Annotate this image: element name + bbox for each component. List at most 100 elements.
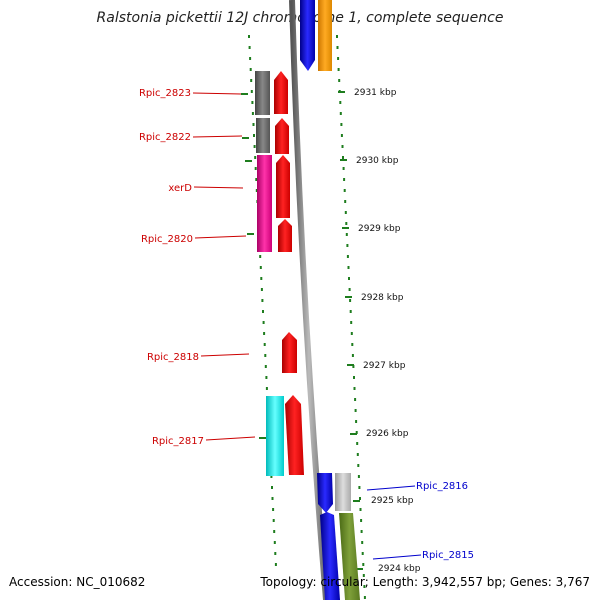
tick-label: 2931 kbp bbox=[354, 88, 397, 98]
track-dot bbox=[249, 57, 252, 60]
tick-mark bbox=[350, 433, 357, 435]
track-dot bbox=[348, 288, 351, 291]
track-dot bbox=[274, 552, 277, 555]
gene-label-rpic-2818[interactable]: Rpic_2818 bbox=[147, 352, 199, 363]
accession-text: Accession: NC_010682 bbox=[9, 575, 146, 589]
track-dot bbox=[342, 156, 344, 159]
track-dot bbox=[255, 178, 258, 181]
track-dot bbox=[248, 46, 251, 49]
track-dot bbox=[348, 277, 350, 280]
rpic-2822-grey-block[interactable] bbox=[256, 118, 270, 153]
track-dot bbox=[274, 563, 277, 566]
track-dot bbox=[359, 508, 362, 511]
track-dot bbox=[264, 354, 267, 357]
track-dot bbox=[357, 475, 360, 478]
rpic-2820-red-arrow[interactable] bbox=[278, 219, 292, 252]
track-dot bbox=[340, 134, 343, 137]
gene-label-rpic-2815[interactable]: Rpic_2815 bbox=[422, 550, 474, 561]
track-dot bbox=[352, 365, 355, 368]
rpic-2823-red-arrow[interactable] bbox=[274, 71, 288, 114]
rpic-2816-blue-arrow[interactable] bbox=[317, 473, 333, 513]
track-dot bbox=[254, 156, 257, 159]
gene-label-rpic-2816[interactable]: Rpic_2816 bbox=[416, 481, 468, 492]
leader-line bbox=[192, 92, 242, 95]
track-dot bbox=[254, 167, 257, 170]
leader-line bbox=[193, 186, 244, 189]
track-dot bbox=[262, 321, 265, 324]
gene-label-xerd[interactable]: xerD bbox=[168, 183, 192, 194]
track-dot bbox=[337, 57, 340, 60]
track-dot bbox=[259, 266, 262, 269]
track-dot bbox=[255, 189, 258, 192]
track-dot bbox=[361, 541, 364, 544]
track-dot bbox=[251, 112, 254, 115]
xerd-red-arrow[interactable] bbox=[276, 155, 290, 218]
tick-mark bbox=[347, 364, 354, 366]
rpic-2816-grey-block[interactable] bbox=[335, 473, 351, 511]
track-dot bbox=[362, 563, 365, 566]
tick-mark bbox=[342, 227, 349, 229]
track-dot bbox=[349, 299, 352, 302]
track-dot bbox=[358, 486, 361, 489]
track-dot bbox=[263, 343, 266, 346]
track-dot bbox=[353, 376, 355, 379]
track-dot bbox=[347, 266, 350, 269]
magenta-block[interactable] bbox=[257, 155, 272, 252]
tick-mark bbox=[338, 91, 345, 93]
tick-mark bbox=[247, 233, 254, 235]
track-dot bbox=[343, 189, 346, 192]
gene-label-rpic-2820[interactable]: Rpic_2820 bbox=[141, 234, 193, 245]
track-dot bbox=[270, 475, 273, 478]
track-dot bbox=[260, 277, 263, 280]
track-dot bbox=[337, 68, 340, 71]
track-dot bbox=[272, 519, 275, 522]
track-dot bbox=[251, 101, 254, 104]
tick-label: 2928 kbp bbox=[361, 293, 404, 303]
cyan-block[interactable] bbox=[266, 396, 284, 476]
track-dot bbox=[360, 530, 363, 533]
track-dot bbox=[336, 46, 339, 49]
rpic-2823-grey-block[interactable] bbox=[255, 71, 270, 115]
track-dot bbox=[341, 145, 344, 148]
gene-label-rpic-2823[interactable]: Rpic_2823 bbox=[139, 88, 191, 99]
tick-label: 2924 kbp bbox=[378, 564, 421, 574]
leader-line bbox=[200, 353, 250, 357]
track-dot bbox=[356, 453, 359, 456]
track-dot bbox=[355, 431, 358, 434]
track-dot bbox=[350, 321, 353, 324]
tick-mark bbox=[345, 296, 352, 298]
track-dot bbox=[351, 354, 354, 357]
top-orange-gene[interactable] bbox=[318, 0, 332, 71]
leader-line bbox=[192, 135, 243, 138]
track-dot bbox=[252, 123, 255, 126]
track-dot bbox=[357, 464, 360, 467]
rpic-2822-red-arrow[interactable] bbox=[275, 118, 289, 154]
track-dot bbox=[353, 387, 356, 390]
track-dot bbox=[265, 376, 268, 379]
tick-mark bbox=[356, 568, 363, 570]
tick-mark bbox=[245, 160, 252, 162]
track-dot bbox=[259, 255, 262, 258]
track-dot bbox=[339, 112, 342, 115]
rpic-2817-red-arrow[interactable] bbox=[285, 395, 304, 475]
rpic-2815-olive-block[interactable] bbox=[339, 513, 360, 600]
track-dot bbox=[265, 387, 268, 390]
track-dot bbox=[339, 101, 342, 104]
gene-label-rpic-2822[interactable]: Rpic_2822 bbox=[139, 132, 191, 143]
track-dot bbox=[354, 398, 357, 401]
tick-label: 2927 kbp bbox=[363, 361, 406, 371]
tick-label: 2929 kbp bbox=[358, 224, 401, 234]
rpic-2815-blue-block[interactable] bbox=[320, 512, 340, 600]
leader-line bbox=[194, 235, 247, 239]
gene-label-rpic-2817[interactable]: Rpic_2817 bbox=[152, 436, 204, 447]
top-blue-gene[interactable] bbox=[300, 0, 315, 71]
rpic-2818-red-arrow[interactable] bbox=[282, 332, 297, 373]
tick-label: 2930 kbp bbox=[356, 156, 399, 166]
track-dot bbox=[361, 552, 364, 555]
track-dot bbox=[338, 79, 341, 82]
tick-marks bbox=[241, 91, 363, 570]
track-dot bbox=[349, 310, 352, 313]
track-dot bbox=[271, 486, 273, 489]
tick-label: 2925 kbp bbox=[371, 496, 414, 506]
